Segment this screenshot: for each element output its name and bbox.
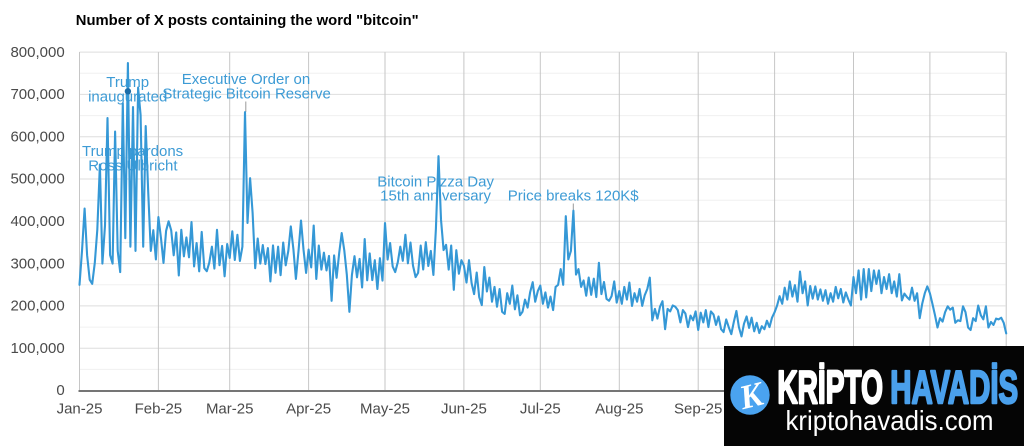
svg-text:Mar-25: Mar-25 (206, 401, 254, 418)
svg-text:300,000: 300,000 (10, 255, 64, 272)
svg-text:Number of X posts containing t: Number of X posts containing the word "b… (76, 13, 419, 29)
svg-text:Sep-25: Sep-25 (674, 401, 722, 418)
svg-text:Aug-25: Aug-25 (595, 401, 643, 418)
svg-text:Jun-25: Jun-25 (441, 401, 487, 418)
svg-text:Price breaks 120K$: Price breaks 120K$ (508, 188, 640, 205)
svg-text:Executive Order on: Executive Order on (182, 71, 310, 88)
svg-text:200,000: 200,000 (10, 298, 64, 315)
svg-text:800,000: 800,000 (10, 44, 64, 61)
svg-text:Jul-25: Jul-25 (520, 401, 561, 418)
svg-text:15th anniversary: 15th anniversary (380, 187, 491, 204)
svg-text:700,000: 700,000 (10, 86, 64, 103)
svg-text:100,000: 100,000 (10, 340, 64, 357)
svg-text:Strategic Bitcoin Reserve: Strategic Bitcoin Reserve (162, 86, 330, 103)
svg-text:500,000: 500,000 (10, 171, 64, 188)
svg-text:Jan-25: Jan-25 (57, 401, 103, 418)
svg-text:HAVADİS: HAVADİS (890, 361, 1018, 413)
svg-text:400,000: 400,000 (10, 213, 64, 230)
svg-text:May-25: May-25 (360, 401, 410, 418)
svg-text:0: 0 (56, 382, 64, 399)
svg-text:600,000: 600,000 (10, 128, 64, 145)
svg-text:Feb-25: Feb-25 (135, 401, 183, 418)
svg-text:Apr-25: Apr-25 (286, 401, 331, 418)
svg-text:KRİPTO: KRİPTO (777, 361, 883, 413)
svg-text:kriptohavadis.com: kriptohavadis.com (786, 405, 994, 436)
svg-text:Bitcoin Pizza Day: Bitcoin Pizza Day (377, 174, 494, 191)
